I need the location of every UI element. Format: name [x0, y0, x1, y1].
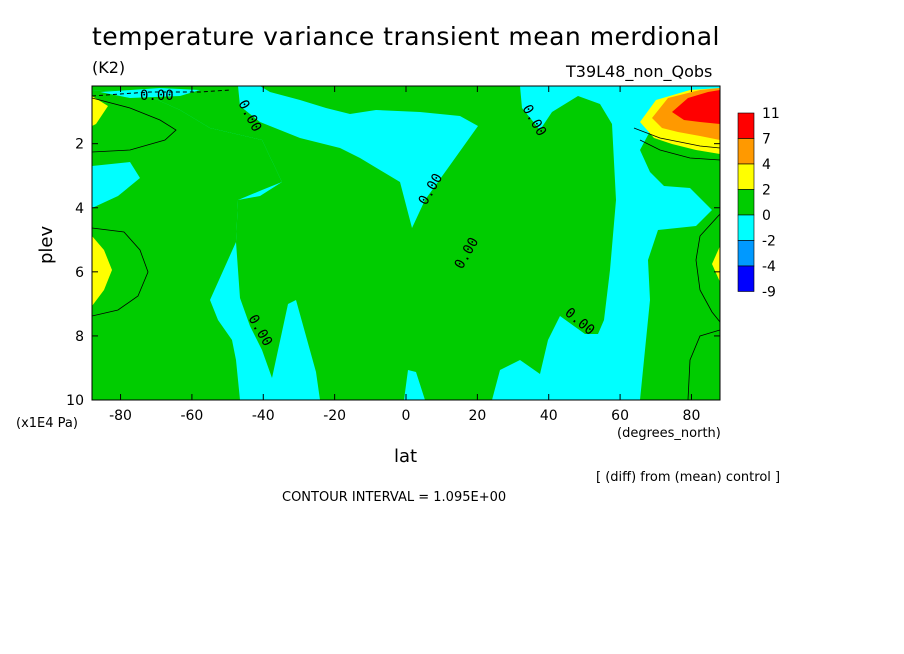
filled-contours — [92, 86, 720, 400]
x-axis-label: lat — [394, 446, 418, 467]
units-label: (K2) — [92, 58, 126, 77]
colorbar-swatch — [737, 163, 755, 190]
x-tick-label: 40 — [540, 408, 558, 424]
colorbar-swatch — [737, 214, 755, 241]
contour-label: 0.00 — [140, 88, 174, 104]
chart-title: temperature variance transient mean merd… — [92, 22, 720, 51]
y-axis-label: plev — [36, 225, 57, 264]
region-green-east — [640, 86, 720, 400]
colorbar-label: 11 — [762, 106, 780, 122]
y-tick-label: 4 — [75, 201, 84, 217]
x-tick-label: 0 — [402, 408, 411, 424]
y-axis-ticks: 2 4 6 8 10 — [66, 137, 720, 409]
region-green-main — [92, 86, 616, 400]
colorbar-swatch — [737, 112, 755, 139]
island-green-1 — [440, 206, 492, 284]
x-tick-label: -60 — [180, 408, 203, 424]
x-tick-label: 60 — [611, 408, 629, 424]
x-units-label: (degrees_north) — [617, 426, 721, 441]
region-green-west — [92, 86, 282, 400]
region-red-ne — [672, 90, 720, 124]
colorbar-swatch — [737, 189, 755, 216]
colorbar-label: 0 — [762, 208, 771, 224]
contour-dashed-top — [91, 89, 231, 97]
region-yellow-east-mid — [712, 246, 720, 282]
y-units-label: (x1E4 Pa) — [16, 416, 78, 431]
x-tick-label: -40 — [252, 408, 275, 424]
colorbar-swatch — [737, 240, 755, 267]
colorbar-label: -2 — [762, 234, 776, 250]
region-cyan-west — [92, 162, 140, 208]
colorbar-swatch — [737, 138, 755, 165]
colorbar-label: -4 — [762, 259, 776, 275]
x-tick-label: -20 — [323, 408, 346, 424]
island-green-3 — [406, 292, 416, 326]
colorbar-swatch — [737, 265, 755, 292]
region-yellow-west-mid — [92, 236, 112, 306]
contour-interval-text: CONTOUR INTERVAL = 1.095E+00 — [282, 490, 507, 505]
comparison-note: [ (diff) from (mean) control ] — [596, 470, 781, 485]
x-tick-label: 20 — [468, 408, 486, 424]
colorbar-label: 4 — [762, 157, 771, 173]
region-yellow-west-top — [92, 96, 108, 126]
x-tick-label: -80 — [109, 408, 132, 424]
region-cyan-top — [100, 88, 200, 98]
island-green-2 — [390, 270, 404, 286]
y-tick-label: 8 — [75, 329, 84, 345]
island-green-4 — [504, 170, 514, 186]
colorbar-label: -9 — [762, 285, 776, 301]
x-tick-label: 80 — [683, 408, 701, 424]
run-label: T39L48_non_Qobs — [566, 62, 713, 81]
contour-lines — [92, 97, 720, 400]
y-tick-label: 10 — [66, 393, 84, 409]
y-tick-label: 2 — [75, 137, 84, 153]
colorbar-label: 2 — [762, 183, 771, 199]
island-green-5 — [512, 156, 524, 170]
colorbar-label: 7 — [762, 132, 771, 148]
colorbar: 11 7 4 2 0 -2 -4 -9 — [737, 106, 780, 301]
x-axis-ticks: -80 -60 -40 -20 0 20 40 60 80 — [109, 86, 700, 424]
y-tick-label: 6 — [75, 265, 84, 281]
